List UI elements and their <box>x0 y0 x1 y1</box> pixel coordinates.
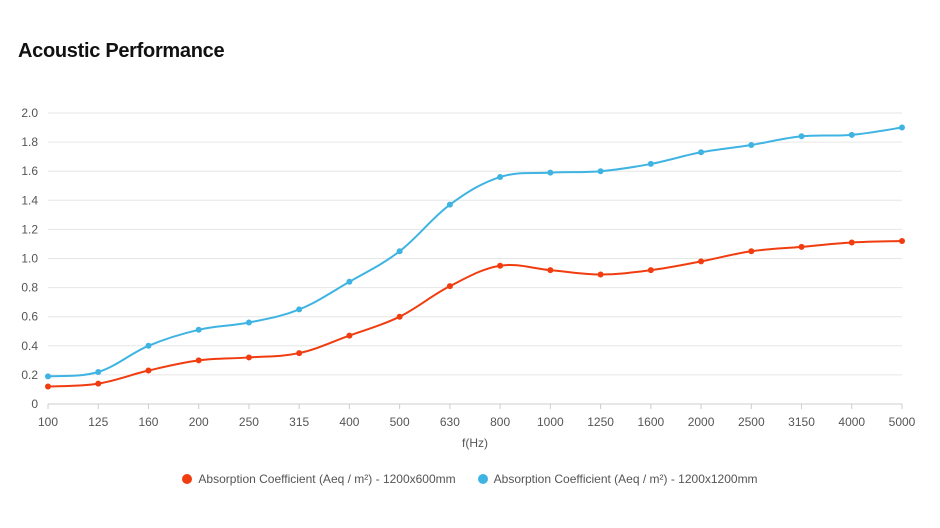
legend-item-2[interactable]: Absorption Coefficient (Aeq / m²) - 1200… <box>477 472 758 486</box>
y-tick-label: 0.2 <box>21 368 38 382</box>
data-point <box>346 332 353 339</box>
x-tick-label: 1250 <box>587 415 614 429</box>
x-tick-label: 5000 <box>889 415 916 429</box>
data-point <box>497 174 504 181</box>
data-point <box>446 201 453 208</box>
x-tick-label: 160 <box>138 415 158 429</box>
data-point <box>647 267 654 274</box>
data-point <box>497 262 504 269</box>
x-tick-label: 1600 <box>637 415 664 429</box>
data-point <box>95 380 102 387</box>
data-point <box>195 326 202 333</box>
data-point <box>899 238 905 245</box>
data-point <box>145 342 152 349</box>
x-tick-label: 400 <box>339 415 359 429</box>
x-tick-label: 315 <box>289 415 309 429</box>
legend-item-1[interactable]: Absorption Coefficient (Aeq / m²) - 1200… <box>182 472 456 486</box>
data-point <box>547 169 554 176</box>
data-point <box>698 258 705 265</box>
x-tick-label: 500 <box>390 415 410 429</box>
x-tick-label: 4000 <box>838 415 865 429</box>
chart-legend: Absorption Coefficient (Aeq / m²) - 1200… <box>0 472 940 486</box>
y-tick-label: 0.8 <box>21 281 38 295</box>
data-point <box>748 248 755 255</box>
data-point <box>446 283 453 290</box>
x-tick-label: 630 <box>440 415 460 429</box>
x-tick-label: 100 <box>38 415 58 429</box>
data-point <box>899 124 905 131</box>
data-point <box>396 248 403 255</box>
data-point <box>547 267 554 274</box>
series-line-1 <box>47 240 903 388</box>
data-point <box>647 160 654 167</box>
y-tick-label: 1.4 <box>21 193 38 207</box>
x-tick-label: 125 <box>88 415 108 429</box>
data-point <box>798 133 805 140</box>
x-tick-label: 2000 <box>688 415 715 429</box>
data-point <box>748 142 755 149</box>
series-line-2 <box>47 126 903 378</box>
y-tick-label: 0.6 <box>21 310 38 324</box>
y-tick-label: 1.8 <box>21 135 38 149</box>
x-tick-label: 2500 <box>738 415 765 429</box>
data-point <box>145 367 152 374</box>
legend-label: Absorption Coefficient (Aeq / m²) - 1200… <box>493 472 758 486</box>
y-tick-label: 1.2 <box>21 222 38 236</box>
x-axis-title: f(Hz) <box>462 436 488 450</box>
data-point <box>195 357 202 364</box>
data-point <box>798 243 805 250</box>
x-tick-label: 800 <box>490 415 510 429</box>
y-tick-label: 0.4 <box>21 339 38 353</box>
data-point <box>296 306 303 313</box>
data-point <box>597 168 604 175</box>
legend-label: Absorption Coefficient (Aeq / m²) - 1200… <box>198 472 456 486</box>
data-point <box>45 373 51 380</box>
y-tick-label: 1.0 <box>21 252 38 266</box>
data-point <box>245 354 252 361</box>
data-point <box>396 313 403 320</box>
data-point <box>848 131 855 138</box>
y-tick-label: 0 <box>31 397 38 411</box>
y-tick-label: 1.6 <box>21 164 38 178</box>
legend-marker <box>182 474 193 484</box>
data-point <box>698 149 705 156</box>
x-tick-label: 250 <box>239 415 259 429</box>
data-point <box>45 383 51 390</box>
data-point <box>245 319 252 326</box>
x-tick-label: 200 <box>189 415 209 429</box>
legend-marker <box>477 474 488 484</box>
data-point <box>95 368 102 375</box>
page-title: Acoustic Performance <box>18 40 225 62</box>
y-tick-label: 2.0 <box>21 106 38 120</box>
data-point <box>346 278 353 285</box>
data-point <box>597 271 604 278</box>
x-tick-label: 1000 <box>537 415 564 429</box>
data-point <box>296 350 303 357</box>
x-tick-label: 3150 <box>788 415 815 429</box>
data-point <box>848 239 855 246</box>
